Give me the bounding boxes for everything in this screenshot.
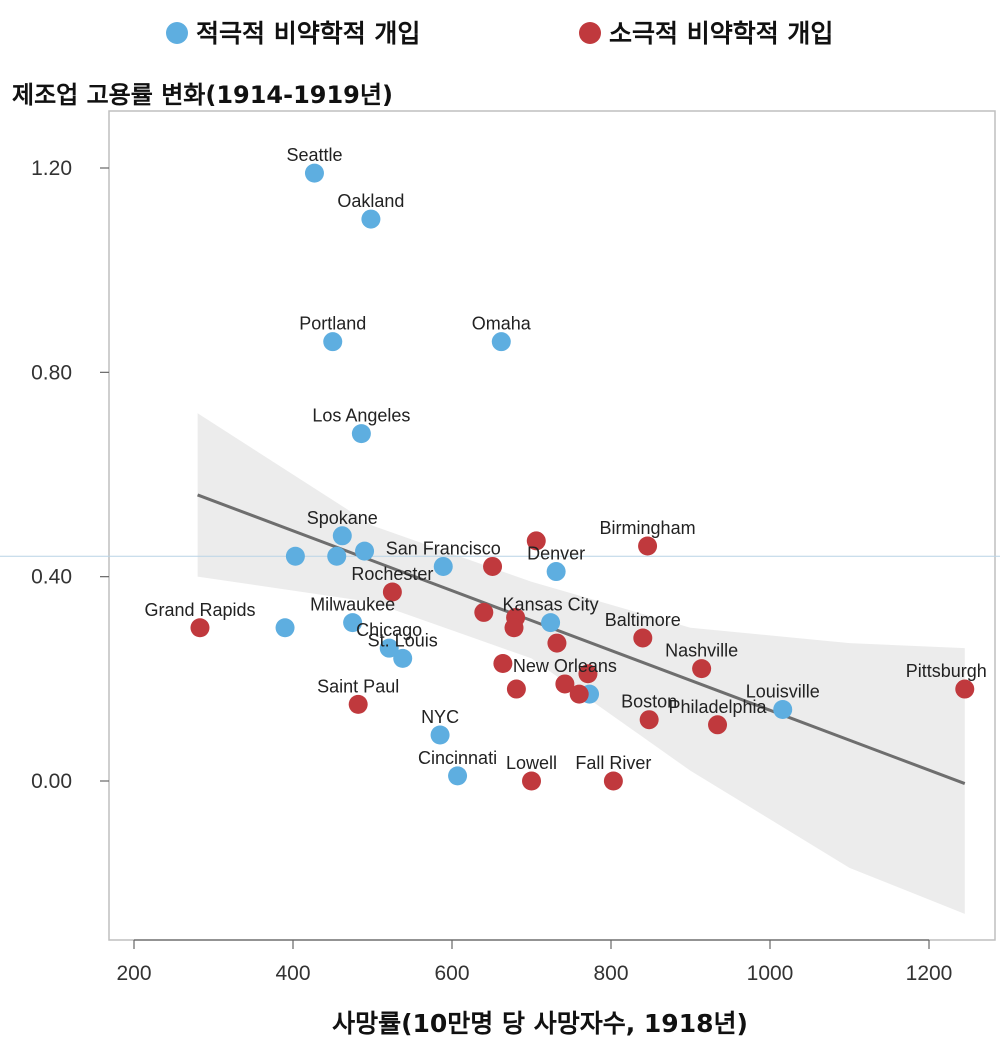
data-point [491, 332, 511, 352]
confidence-band [197, 413, 965, 914]
data-point [430, 725, 450, 745]
x-tick-label: 600 [434, 962, 469, 985]
x-tick-label: 1000 [747, 962, 794, 985]
data-point [361, 209, 381, 229]
x-axis: 200 400 600 800 1000 1200 [116, 939, 953, 985]
data-label: Portland [299, 314, 366, 334]
y-axis: 1.20 0.80 0.40 0.00 [31, 157, 109, 793]
data-point [708, 715, 728, 735]
data-label: Boston [621, 692, 677, 712]
data-label: Lowell [506, 753, 557, 773]
data-label: Spokane [307, 508, 378, 528]
x-axis-title: 사망률(10만명 당 사망자수, 1918년) [332, 1009, 748, 1038]
data-point [603, 771, 623, 791]
data-point [483, 556, 503, 576]
data-label: New Orleans [513, 656, 617, 676]
data-label: Chicago [356, 620, 422, 640]
data-point [547, 633, 567, 653]
data-label: Pittsburgh [906, 661, 987, 681]
data-label: St. Louis [368, 630, 438, 650]
data-point [304, 163, 324, 183]
data-point [638, 536, 658, 556]
data-point [506, 679, 526, 699]
data-point [522, 771, 541, 791]
data-point [955, 679, 975, 699]
data-label: Seattle [286, 145, 342, 165]
legend-marker-active [166, 22, 188, 44]
x-tick-label: 800 [593, 962, 628, 985]
data-point [343, 613, 363, 633]
data-point [541, 613, 561, 633]
data-point [493, 654, 513, 674]
trend-line-layer [197, 493, 966, 785]
data-label: Baltimore [605, 610, 681, 630]
data-point [332, 526, 352, 546]
data-label: Oakland [337, 191, 404, 211]
data-points [190, 163, 975, 791]
data-point [474, 602, 494, 622]
data-point [569, 684, 589, 704]
data-label: Omaha [472, 314, 532, 334]
data-point [555, 674, 575, 694]
y-tick-label: 0.80 [31, 361, 72, 384]
data-point [382, 582, 402, 602]
confidence-band-layer [197, 413, 965, 914]
legend: 적극적 비약학적 개입 소극적 비약학적 개입 [166, 19, 833, 48]
data-label: Milwaukee [310, 595, 395, 615]
data-label: Kansas City [503, 595, 599, 615]
data-labels: Seattle Oakland Portland Omaha Los Angeles Sp… [144, 145, 986, 773]
legend-label-passive: 소극적 비약학적 개입 [609, 19, 833, 48]
data-point [526, 531, 546, 551]
data-point [639, 710, 659, 730]
data-label: Louisville [746, 681, 820, 701]
data-point [351, 424, 371, 444]
data-label: Cincinnati [418, 748, 497, 768]
data-point [633, 628, 653, 648]
data-point [773, 699, 793, 719]
data-point [190, 618, 210, 638]
data-label: Grand Rapids [144, 600, 255, 620]
data-point [393, 648, 413, 668]
data-label: Birmingham [600, 518, 696, 538]
data-point [546, 562, 566, 582]
data-label: Rochester [351, 564, 433, 584]
data-point [504, 618, 524, 638]
legend-label-active: 적극적 비약학적 개입 [196, 19, 420, 48]
data-point [327, 546, 347, 566]
y-tick-label: 0.00 [31, 770, 72, 793]
data-point [578, 664, 598, 684]
data-point [433, 556, 453, 576]
data-label: Los Angeles [312, 406, 410, 426]
data-label: Saint Paul [317, 676, 399, 696]
data-point [379, 638, 399, 658]
data-point [285, 546, 305, 566]
legend-marker-passive [579, 22, 601, 44]
data-point [348, 694, 368, 714]
data-point [355, 541, 375, 561]
data-point [323, 332, 343, 352]
y-tick-label: 0.40 [31, 566, 72, 589]
data-label: Philadelphia [668, 697, 767, 717]
data-label: San Francisco [386, 538, 501, 558]
data-point [448, 766, 468, 786]
data-label: NYC [421, 707, 459, 727]
y-tick-label: 1.20 [31, 157, 72, 180]
x-tick-label: 400 [275, 962, 310, 985]
data-label: Fall River [575, 753, 651, 773]
x-tick-label: 1200 [906, 962, 953, 985]
data-point [275, 618, 295, 638]
data-label: Nashville [665, 641, 738, 661]
y-axis-title: 제조업 고용률 변화(1914-1919년) [12, 81, 393, 109]
trend-line [197, 493, 966, 785]
data-point [692, 659, 712, 679]
x-tick-label: 200 [116, 962, 151, 985]
data-label: Denver [527, 544, 585, 564]
